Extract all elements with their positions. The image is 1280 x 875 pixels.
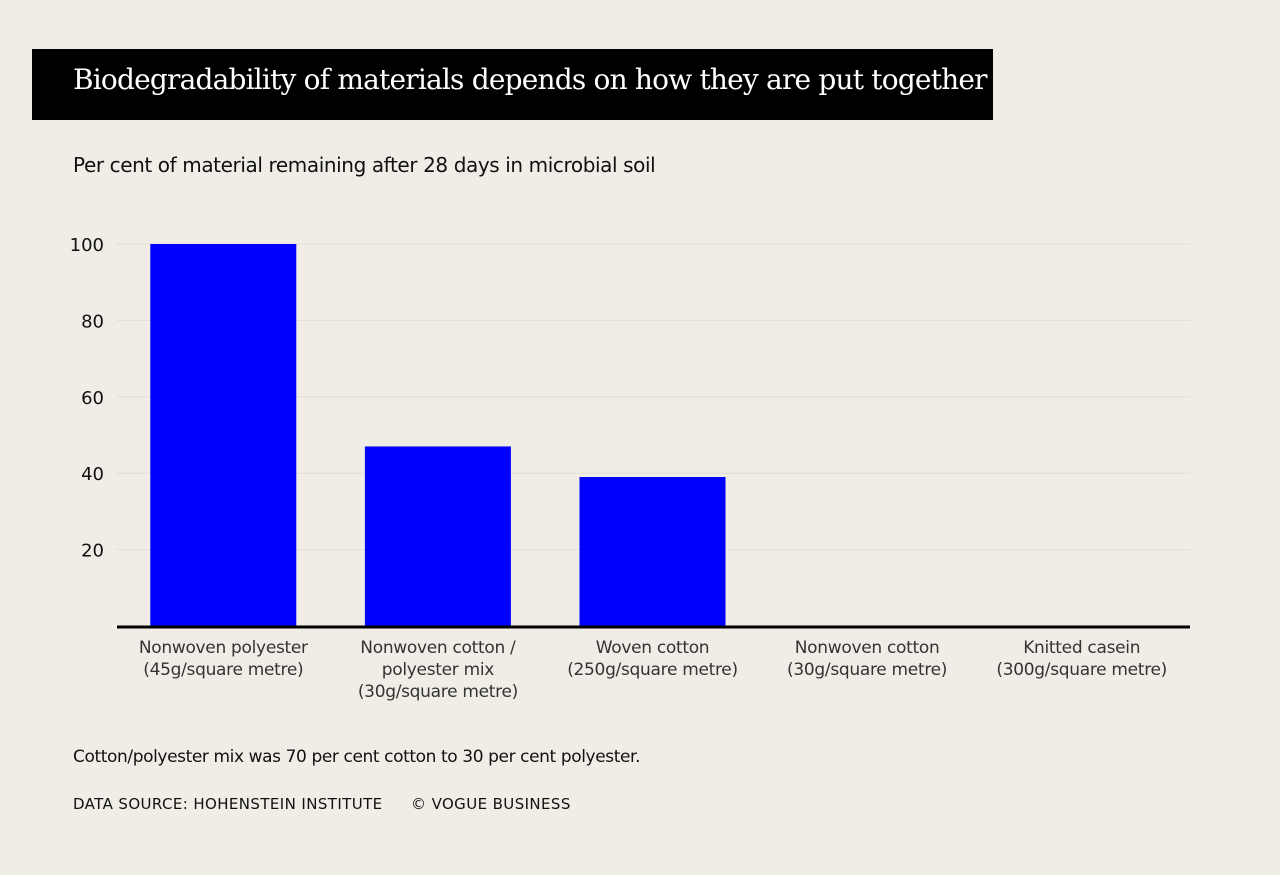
x-tick-label: (250g/square metre) [567,660,738,680]
x-tick-label: polyester mix [382,660,494,680]
y-tick-label: 100 [70,235,104,256]
footnote: Cotton/polyester mix was 70 per cent cot… [73,747,641,767]
x-tick-label: (30g/square metre) [787,660,947,680]
title-banner: Biodegradability of materials depends on… [32,49,993,120]
x-tick-label: Woven cotton [596,638,710,658]
bar [364,446,511,626]
x-tick-label: Nonwoven cotton [795,638,940,658]
chart-title: Biodegradability of materials depends on… [73,63,988,96]
bar [579,477,726,626]
bar [150,244,297,626]
x-tick-label: (45g/square metre) [143,660,303,680]
x-tick-label: Nonwoven polyester [139,638,308,658]
copyright: © VOGUE BUSINESS [411,795,571,813]
y-tick-label: 40 [81,464,104,485]
y-tick-label: 20 [81,541,104,562]
chart-subtitle: Per cent of material remaining after 28 … [73,153,656,177]
x-tick-label: Nonwoven cotton / [360,638,516,658]
data-source: DATA SOURCE: HOHENSTEIN INSTITUTE [73,795,383,813]
y-tick-label: 60 [81,388,104,409]
y-tick-label: 80 [81,311,104,332]
x-tick-label: Knitted casein [1023,638,1140,658]
x-tick-label: (300g/square metre) [996,660,1167,680]
x-tick-label: (30g/square metre) [358,682,518,702]
